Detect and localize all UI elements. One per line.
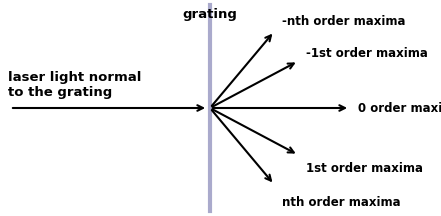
Text: 1st order maxima: 1st order maxima (306, 162, 423, 175)
Text: 0 order maxima: 0 order maxima (358, 102, 441, 114)
Text: grating: grating (183, 8, 237, 21)
Text: -1st order maxima: -1st order maxima (306, 47, 428, 60)
Text: nth order maxima: nth order maxima (282, 196, 401, 209)
Text: -nth order maxima: -nth order maxima (282, 15, 406, 28)
Text: laser light normal
to the grating: laser light normal to the grating (8, 71, 142, 99)
